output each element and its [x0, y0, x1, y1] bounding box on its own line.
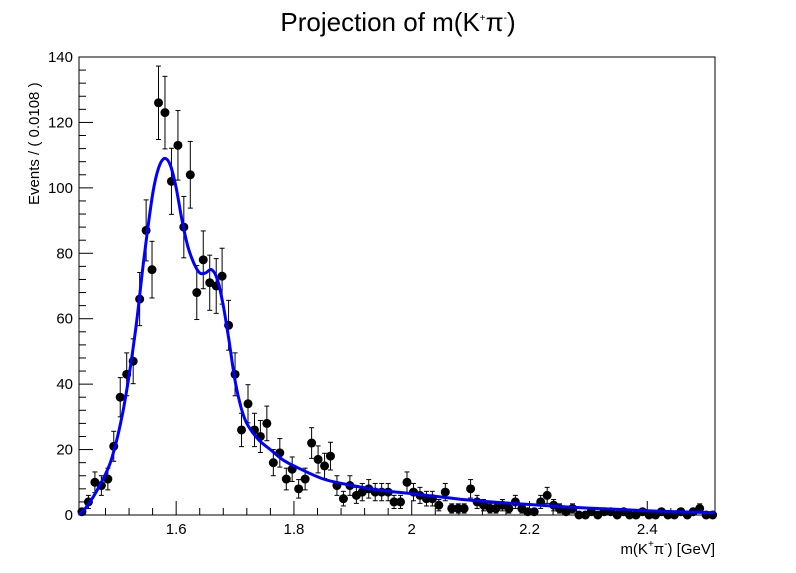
data-point-marker	[262, 418, 272, 428]
data-point-marker	[173, 140, 183, 150]
x-tick-label: 1.8	[284, 521, 305, 538]
data-point-marker	[396, 497, 406, 507]
data-point-marker	[154, 98, 163, 108]
plot-frame	[78, 56, 716, 516]
data-point-marker	[185, 170, 195, 180]
y-axis: 0 20 40 60 80 100 120 140	[48, 49, 93, 524]
y-tick-label: 80	[56, 245, 73, 262]
data-point	[574, 510, 584, 520]
y-tick-label: 40	[56, 376, 73, 393]
data-point	[529, 507, 539, 517]
data-point	[542, 486, 552, 504]
x-axis-title: m(K+π-) [GeV]	[620, 539, 715, 558]
y-tick-label: 0	[65, 507, 73, 524]
data-point	[338, 490, 348, 507]
x-tick-label: 1.6	[166, 521, 187, 538]
data-point	[307, 427, 317, 459]
y-tick-label: 120	[48, 114, 73, 131]
data-point-marker	[402, 477, 412, 487]
data-point-marker	[574, 510, 584, 520]
data-point	[205, 254, 215, 311]
data-point-marker	[268, 458, 278, 468]
data-point-marker	[313, 454, 323, 464]
data-point-marker	[529, 507, 539, 517]
data-point	[644, 510, 654, 520]
data-point-marker	[459, 503, 469, 513]
data-point-marker	[281, 474, 291, 484]
data-point-marker	[523, 507, 533, 517]
data-point-marker	[307, 438, 317, 448]
data-point	[389, 494, 399, 509]
data-point	[198, 230, 208, 290]
data-point-marker	[192, 288, 202, 298]
data-point	[173, 110, 183, 181]
y-axis-title: Events / ( 0.0108 )	[26, 82, 43, 205]
data-point	[300, 467, 310, 491]
data-point-marker	[198, 255, 208, 265]
data-point	[281, 467, 291, 491]
data-point-marker	[294, 484, 304, 494]
data-point	[147, 240, 157, 299]
data-point-marker	[466, 484, 476, 494]
chart-title: Projection of m(K+π-)	[280, 7, 515, 37]
data-point	[313, 445, 323, 474]
data-point	[185, 140, 195, 209]
x-tick-label: 2	[408, 521, 416, 538]
y-tick-label: 20	[56, 442, 73, 459]
data-point-marker	[243, 399, 253, 409]
data-point-marker	[695, 503, 705, 513]
data-point	[396, 494, 406, 509]
data-point	[459, 503, 469, 514]
data-point	[262, 405, 272, 442]
data-point	[466, 479, 476, 499]
data-point	[115, 377, 125, 418]
data-point-marker	[300, 474, 310, 484]
data-point-marker	[115, 392, 125, 402]
data-point-marker	[625, 510, 635, 520]
data-point	[192, 265, 202, 321]
x-tick-label: 2.2	[519, 521, 540, 538]
data-point	[332, 475, 342, 496]
data-point	[160, 75, 170, 150]
data-point	[447, 503, 457, 514]
x-axis: 1.6 1.8 2 2.2 2.4	[81, 501, 695, 538]
data-point	[243, 384, 253, 424]
data-point-marker	[447, 503, 457, 513]
data-point	[325, 441, 335, 471]
data-point	[294, 479, 304, 499]
data-point-marker	[147, 265, 157, 275]
data-point	[523, 507, 533, 517]
y-tick-label: 140	[48, 49, 73, 66]
data-point	[504, 503, 514, 514]
data-point-marker	[389, 497, 399, 507]
data-point-marker	[504, 503, 514, 513]
data-point-marker	[237, 425, 247, 435]
data-point-marker	[217, 271, 227, 281]
data-point-marker	[434, 500, 444, 510]
data-point	[434, 499, 444, 512]
data-point-marker	[160, 108, 170, 118]
data-point-marker	[644, 510, 654, 520]
y-tick-label: 60	[56, 311, 73, 328]
data-point-marker	[320, 461, 330, 471]
fit-curve	[77, 156, 716, 517]
data-point	[625, 510, 635, 520]
x-tick-label: 2.4	[637, 521, 658, 538]
data-points	[77, 65, 718, 520]
data-point-marker	[325, 451, 335, 461]
data-point-marker	[440, 487, 450, 497]
data-point-marker	[338, 494, 348, 504]
y-tick-label: 100	[48, 180, 73, 197]
data-point-marker	[542, 490, 552, 500]
data-point	[154, 65, 163, 141]
